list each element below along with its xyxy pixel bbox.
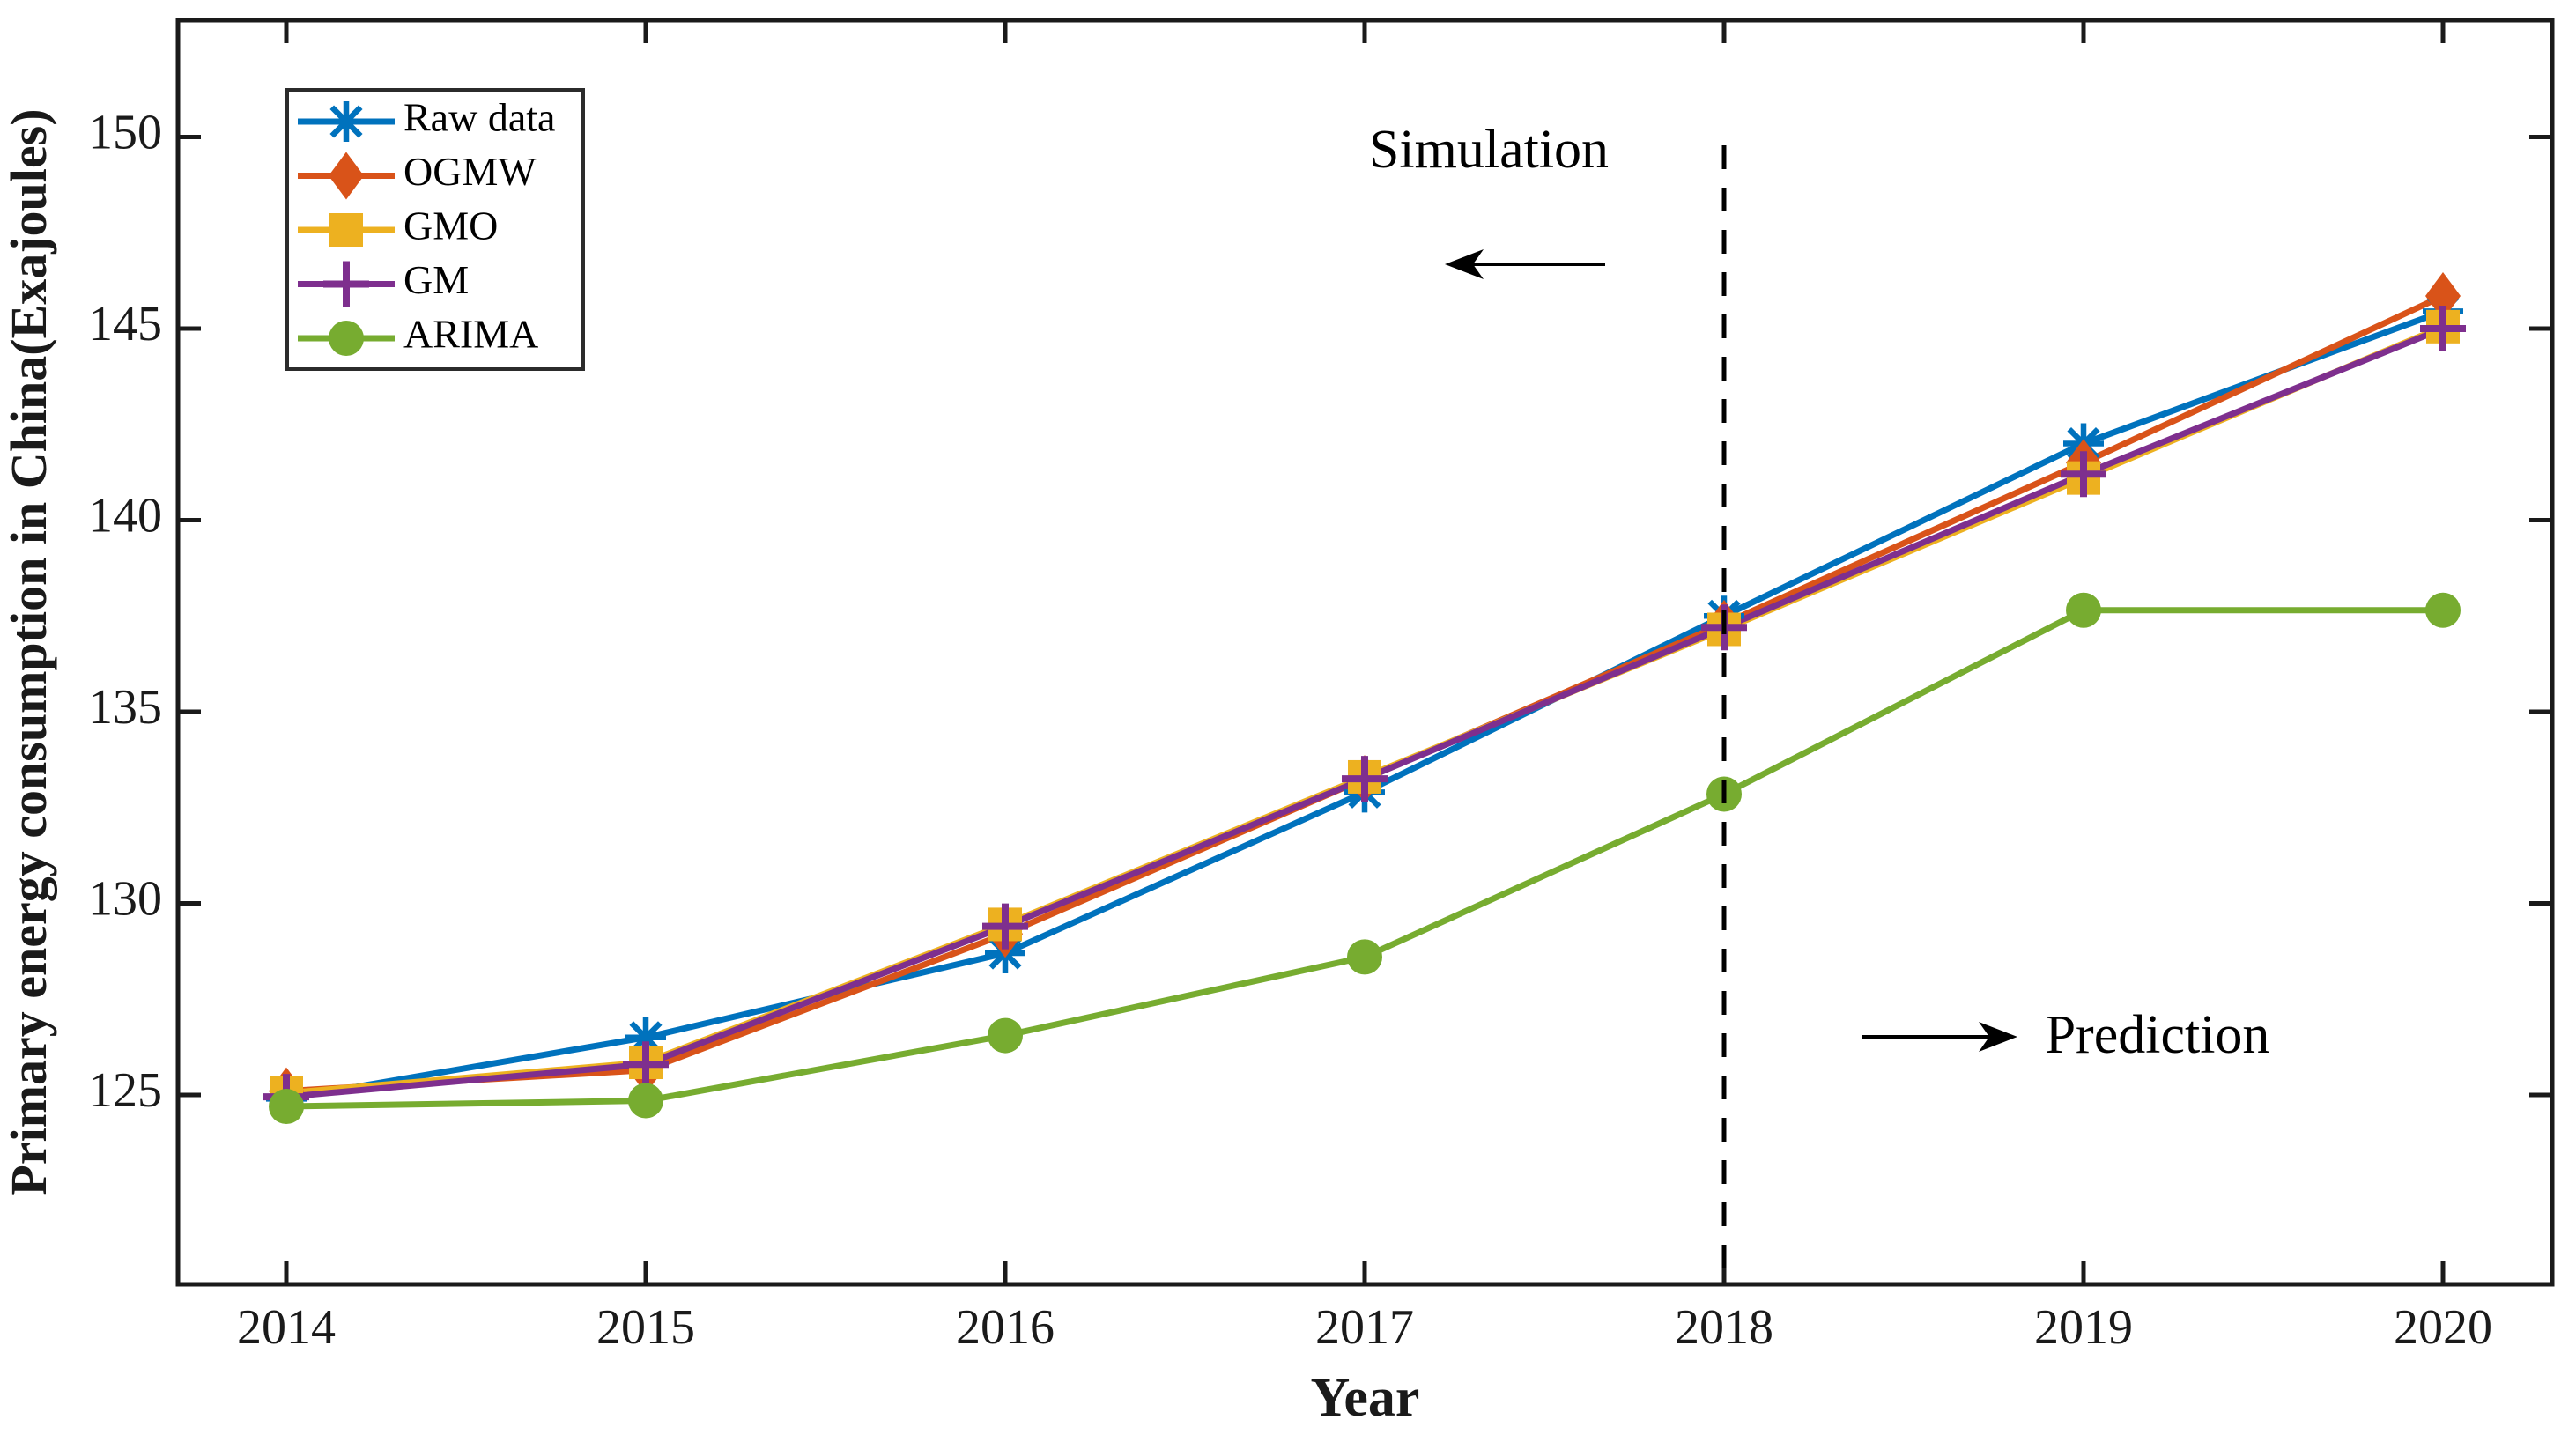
y-tick-label: 140 — [88, 488, 162, 543]
legend-marker-square — [329, 213, 363, 247]
x-tick-label: 2014 — [237, 1300, 336, 1355]
legend-label-raw-data: Raw data — [403, 95, 555, 140]
circle-marker-arima — [269, 1089, 304, 1125]
y-tick-label: 135 — [88, 680, 162, 735]
x-tick-label: 2020 — [2394, 1300, 2492, 1355]
simulation-label: Simulation — [1369, 120, 1609, 180]
prediction-label: Prediction — [2046, 1005, 2270, 1065]
series-line-raw-data — [285, 308, 2445, 1102]
series-line-gmo — [285, 323, 2445, 1097]
legend-marker-diamond — [329, 152, 364, 200]
legend-label-gm: GM — [403, 257, 469, 302]
x-tick-label: 2015 — [596, 1300, 695, 1355]
circle-marker-arima — [628, 1083, 663, 1119]
left-arrow-icon — [1445, 249, 1484, 279]
circle-marker-arima — [988, 1017, 1023, 1054]
legend-marker-asterisk — [329, 105, 363, 138]
y-tick-label: 125 — [88, 1063, 162, 1118]
legend-marker-circle — [329, 321, 364, 356]
y-tick-label: 130 — [88, 871, 162, 926]
x-tick-label: 2018 — [1675, 1300, 1773, 1355]
diamond-marker-ogmw — [2425, 272, 2461, 321]
circle-marker-arima — [2066, 592, 2101, 628]
legend-label-ogmw: OGMW — [403, 149, 537, 194]
x-tick-label: 2016 — [956, 1300, 1055, 1355]
right-arrow-icon — [1979, 1022, 2017, 1052]
x-tick-label: 2019 — [2034, 1300, 2133, 1355]
x-tick-label: 2017 — [1315, 1300, 1414, 1355]
circle-marker-arima — [1347, 939, 1382, 975]
x-axis-title: Year — [1311, 1368, 1420, 1428]
circle-marker-arima — [2425, 592, 2461, 628]
y-axis-title: Primary energy consumption in China(Exaj… — [0, 108, 57, 1195]
legend-label-gmo: GMO — [403, 203, 498, 248]
y-tick-label: 150 — [88, 105, 162, 159]
legend-label-arima: ARIMA — [403, 312, 538, 357]
y-tick-label: 145 — [88, 297, 162, 351]
